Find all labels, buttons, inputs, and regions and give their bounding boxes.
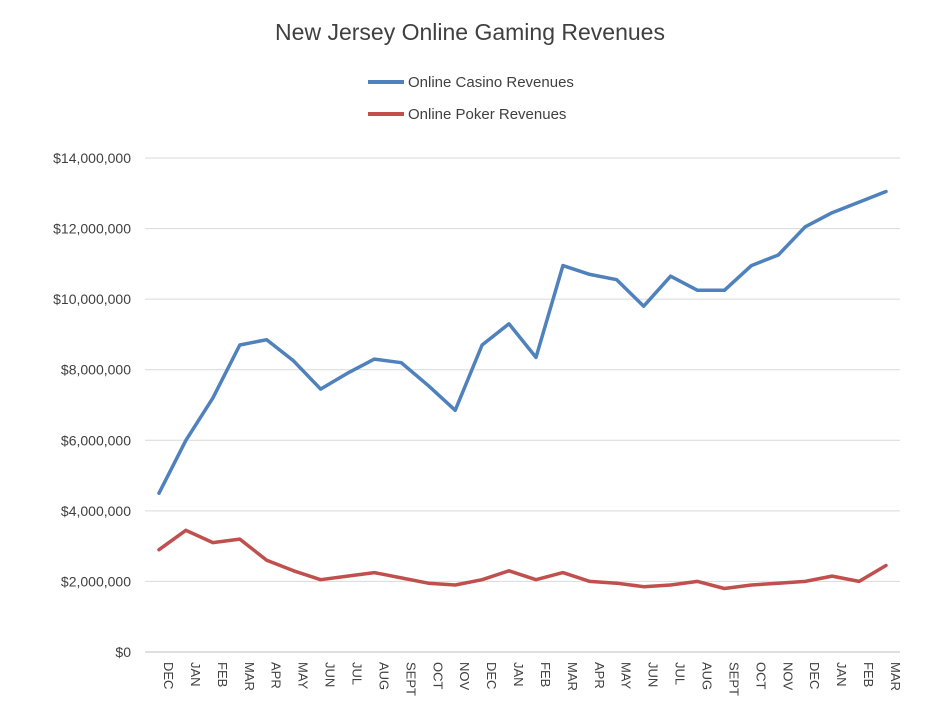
x-tick-label: JAN: [511, 662, 526, 687]
x-tick-label: APR: [592, 662, 607, 689]
x-tick-label: DEC: [807, 662, 822, 689]
x-tick-label: AUG: [376, 662, 391, 690]
y-axis-ticks: $0 $2,000,000 $4,000,000 $6,000,000 $8,000,0…: [53, 150, 131, 660]
y-tick-label: $0: [115, 644, 131, 660]
x-tick-label: SEPT: [726, 662, 741, 696]
legend: Online Casino Revenues Online Poker Reve…: [368, 74, 574, 123]
x-tick-label: NOV: [457, 662, 472, 691]
x-tick-label: MAR: [242, 662, 257, 691]
x-tick-label: MAY: [296, 662, 311, 690]
x-tick-label: MAR: [565, 662, 580, 691]
x-tick-label: OCT: [430, 662, 445, 690]
x-tick-label: DEC: [484, 662, 499, 689]
chart-title: New Jersey Online Gaming Revenues: [275, 19, 665, 45]
y-tick-label: $2,000,000: [61, 573, 131, 589]
x-tick-label: JUL: [673, 662, 688, 685]
x-tick-label: FEB: [861, 662, 876, 687]
x-tick-label: NOV: [780, 662, 795, 691]
gridlines: [145, 157, 900, 653]
x-tick-label: JUN: [323, 662, 338, 687]
y-tick-label: $12,000,000: [53, 221, 131, 237]
series-line-casino: [157, 189, 888, 495]
x-tick-label: JAN: [834, 662, 849, 687]
x-tick-label: JAN: [188, 662, 203, 687]
x-tick-label: MAY: [619, 662, 634, 690]
y-tick-label: $6,000,000: [61, 432, 131, 448]
y-tick-label: $10,000,000: [53, 291, 131, 307]
x-tick-label: JUN: [646, 662, 661, 687]
y-tick-label: $8,000,000: [61, 362, 131, 378]
x-tick-label: FEB: [538, 662, 553, 687]
x-tick-label: JUL: [349, 662, 364, 685]
x-tick-label: APR: [269, 662, 284, 689]
x-tick-label: MAR: [888, 662, 903, 691]
y-tick-label: $4,000,000: [61, 503, 131, 519]
series-line-poker: [157, 528, 888, 591]
series-lines: [157, 189, 888, 591]
legend-label-casino: Online Casino Revenues: [408, 74, 574, 91]
legend-label-poker: Online Poker Revenues: [408, 106, 566, 123]
x-tick-label: AUG: [700, 662, 715, 690]
y-tick-label: $14,000,000: [53, 150, 131, 166]
x-tick-label: SEPT: [403, 662, 418, 696]
x-tick-label: FEB: [215, 662, 230, 687]
x-tick-label: DEC: [161, 662, 176, 689]
x-axis-ticks: DEC JAN FEB MAR APR MAY JUN JUL AUG SEPT OCT NOV DEC…: [161, 662, 903, 696]
x-tick-label: OCT: [753, 662, 768, 690]
